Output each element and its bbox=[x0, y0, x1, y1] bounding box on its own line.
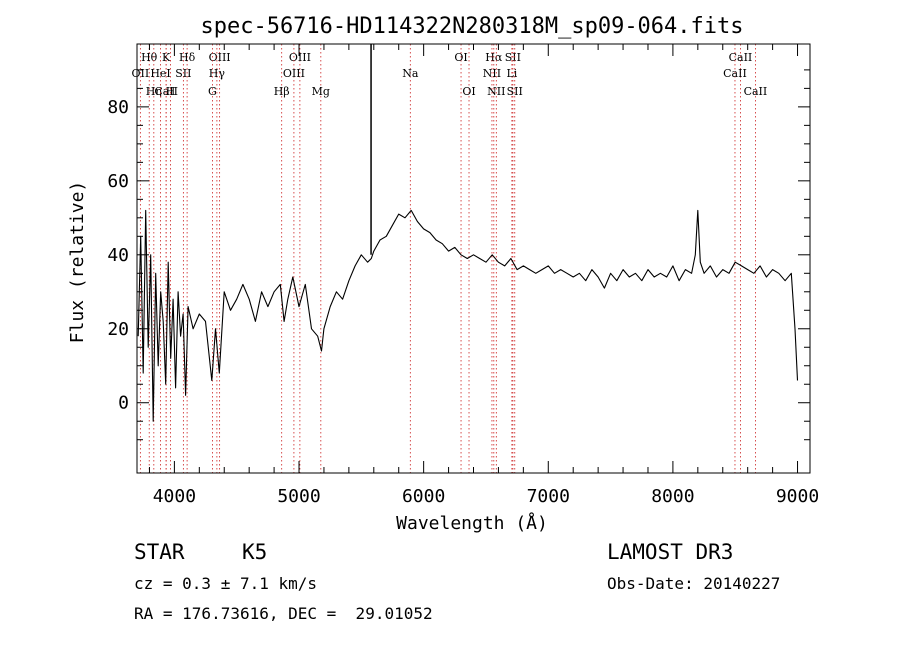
plot-frame bbox=[136, 43, 811, 474]
redshift-velocity: cz = 0.3 ± 7.1 km/s bbox=[134, 574, 318, 593]
line-label: Mg bbox=[312, 85, 330, 98]
spectrum-line bbox=[137, 209, 799, 422]
line-label: Hη bbox=[146, 85, 162, 98]
spectral-line-markers: Hθ OII CaII Hη K HeI H SII Hδ OIII Hγ G Hβ OIII OIII Mg… bbox=[132, 44, 768, 473]
line-label: OII bbox=[132, 67, 150, 80]
line-label: NII bbox=[487, 85, 505, 98]
line-label: Hα bbox=[485, 51, 503, 64]
x-tick-label: 9000 bbox=[776, 486, 819, 507]
y-axis-label: Flux (relative) bbox=[67, 181, 88, 344]
line-label: SII bbox=[507, 85, 523, 98]
line-label: CaII bbox=[723, 67, 747, 80]
line-label: SII bbox=[505, 51, 521, 64]
line-label: OIII bbox=[283, 67, 305, 80]
line-label: OIII bbox=[289, 51, 311, 64]
axis-tick-labels: 4000 5000 6000 7000 8000 9000 0 20 40 60 80 bbox=[107, 97, 819, 507]
line-label: CaII bbox=[729, 51, 753, 64]
spectrum-series bbox=[137, 44, 799, 422]
line-label: SII bbox=[175, 67, 191, 80]
axis-ticks bbox=[137, 44, 810, 473]
x-tick-label: 4000 bbox=[153, 486, 196, 507]
chart-title: spec-56716-HD114322N280318M_sp09-064.fit… bbox=[200, 14, 743, 39]
line-label: OIII bbox=[209, 51, 231, 64]
line-label: Hθ bbox=[141, 51, 158, 64]
line-label: G bbox=[208, 85, 217, 98]
coordinates: RA = 176.73616, DEC = 29.01052 bbox=[134, 604, 433, 623]
line-label: HeI bbox=[150, 67, 170, 80]
y-tick-label: 80 bbox=[107, 97, 129, 118]
object-subclass: K5 bbox=[242, 540, 268, 564]
line-label: Hδ bbox=[179, 51, 196, 64]
line-label: Hγ bbox=[209, 67, 226, 80]
x-tick-label: 8000 bbox=[651, 486, 694, 507]
observation-date: Obs-Date: 20140227 bbox=[607, 574, 781, 593]
line-label: OI bbox=[462, 85, 475, 98]
line-label: NII bbox=[483, 67, 501, 80]
x-tick-label: 5000 bbox=[277, 486, 320, 507]
line-label: Li bbox=[506, 67, 517, 80]
y-tick-label: 40 bbox=[107, 245, 129, 266]
line-label: CaII bbox=[744, 85, 768, 98]
line-label: OI bbox=[454, 51, 467, 64]
y-tick-label: 0 bbox=[118, 393, 129, 414]
line-label: H bbox=[166, 85, 176, 98]
survey-name: LAMOST DR3 bbox=[607, 540, 734, 564]
line-label: Na bbox=[402, 67, 419, 80]
line-label: Hβ bbox=[274, 85, 290, 98]
x-tick-label: 6000 bbox=[402, 486, 445, 507]
x-tick-label: 7000 bbox=[527, 486, 570, 507]
y-tick-label: 20 bbox=[107, 319, 129, 340]
line-label: K bbox=[162, 51, 171, 64]
object-class: STAR bbox=[134, 540, 185, 564]
y-tick-label: 60 bbox=[107, 171, 129, 192]
x-axis-label: Wavelength (Å) bbox=[396, 512, 548, 534]
